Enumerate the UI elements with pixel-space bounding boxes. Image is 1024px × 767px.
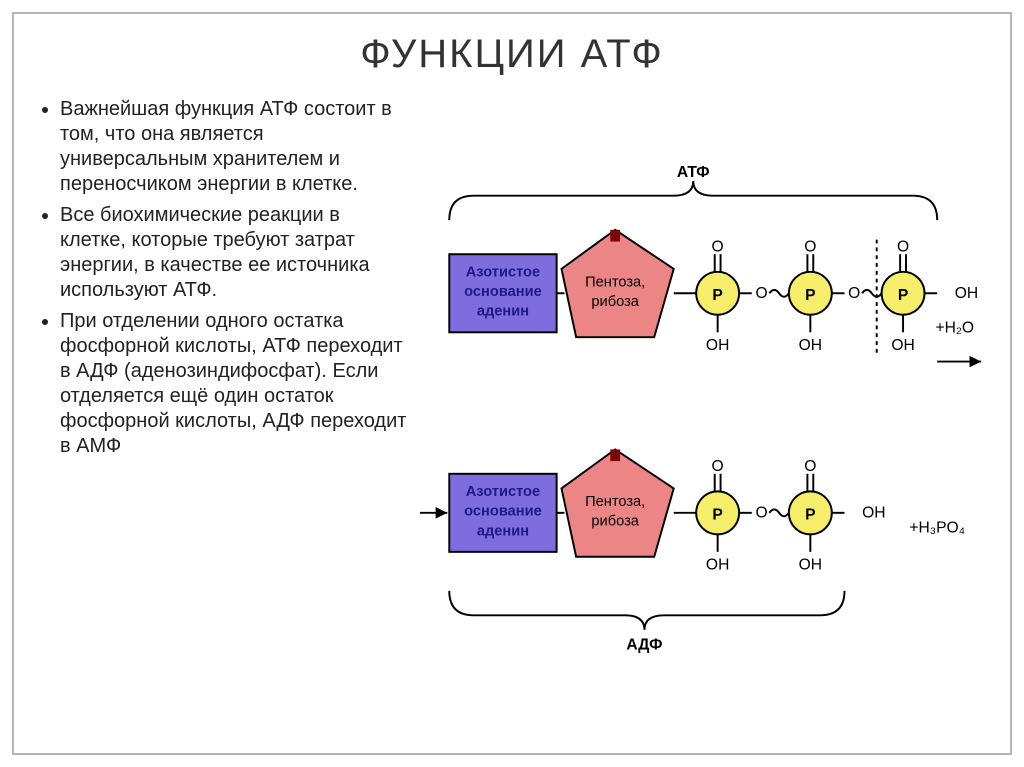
slide-title: ФУНКЦИИ АТФ <box>38 14 986 97</box>
base-text: аденин <box>477 304 529 320</box>
svg-text:O: O <box>804 458 816 475</box>
svg-text:P: P <box>712 507 722 524</box>
bullet-list: Важнейшая функция АТФ состоит в том, что… <box>38 97 408 753</box>
content-row: Важнейшая функция АТФ состоит в том, что… <box>38 97 986 753</box>
base-text: Азотистое <box>466 265 540 281</box>
svg-text:O: O <box>755 505 767 522</box>
sugar-text: рибоза <box>591 294 639 310</box>
svg-text:O: O <box>897 238 909 255</box>
svg-text:Пентоза,: Пентоза, <box>585 494 645 510</box>
atp-label: АТФ <box>677 164 710 181</box>
svg-text:O: O <box>755 285 767 302</box>
base-text: основание <box>464 284 542 300</box>
svg-text:OH: OH <box>799 337 822 354</box>
svg-text:P: P <box>712 287 722 304</box>
svg-text:Азотистое: Азотистое <box>466 484 540 500</box>
bullet-item: При отделении одного остатка фосфорной к… <box>60 309 408 459</box>
svg-text:P: P <box>805 287 815 304</box>
svg-text:P: P <box>805 507 815 524</box>
svg-text:O: O <box>712 238 724 255</box>
bullet-item: Все биохимические реакции в клетке, кото… <box>60 203 408 303</box>
svg-text:OH: OH <box>799 556 822 573</box>
svg-text:OH: OH <box>706 556 729 573</box>
adp-label: АДФ <box>626 636 662 653</box>
svg-text:основание: основание <box>464 504 542 520</box>
svg-text:OH: OH <box>706 337 729 354</box>
svg-text:аденин: аденин <box>477 523 529 539</box>
svg-text:OH: OH <box>955 285 978 302</box>
svg-text:O: O <box>848 285 860 302</box>
atp-diagram: АТФ Азотистое основание аденин Пентоза, … <box>420 97 986 753</box>
h3po4-label: +H₃PO₄ <box>909 519 965 536</box>
svg-text:O: O <box>712 458 724 475</box>
slide-frame: ФУНКЦИИ АТФ Важнейшая функция АТФ состои… <box>12 12 1012 755</box>
svg-text:O: O <box>804 238 816 255</box>
svg-text:рибоза: рибоза <box>591 514 639 530</box>
sugar-text: Пентоза, <box>585 274 645 290</box>
svg-text:OH: OH <box>862 505 885 522</box>
bullet-item: Важнейшая функция АТФ состоит в том, что… <box>60 97 408 197</box>
svg-text:OH: OH <box>891 337 914 354</box>
water-label: +H₂O <box>935 319 974 336</box>
svg-text:P: P <box>898 287 908 304</box>
